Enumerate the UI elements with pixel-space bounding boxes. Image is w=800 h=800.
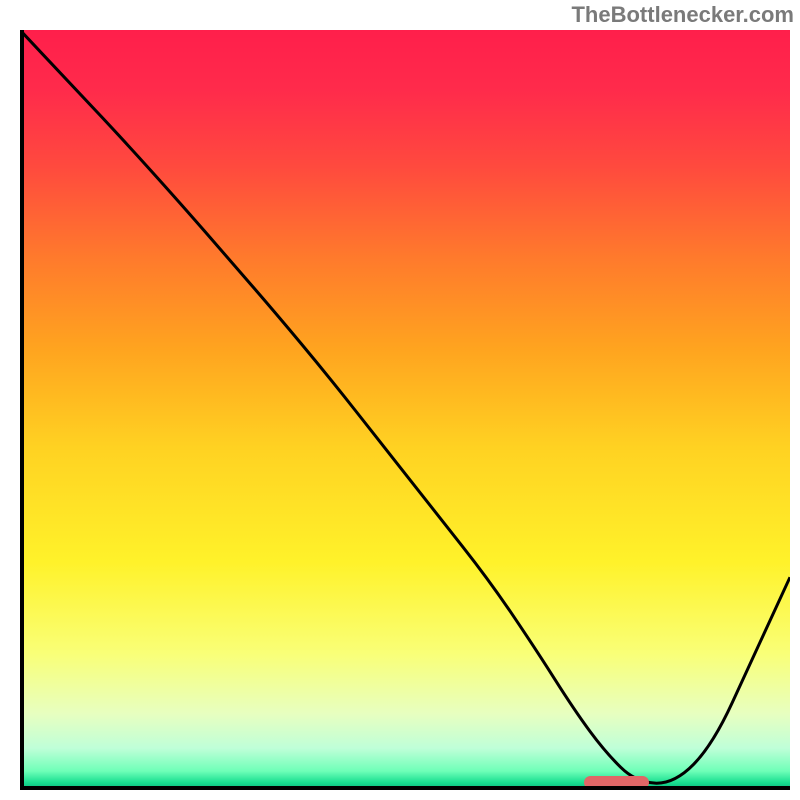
gradient-background <box>20 30 790 790</box>
plot-svg <box>20 30 790 790</box>
x-axis-line <box>20 786 790 790</box>
attribution-text: TheBottlenecker.com <box>571 2 794 28</box>
figure-root: TheBottlenecker.com <box>0 0 800 800</box>
y-axis-line <box>20 30 24 790</box>
plot-area <box>20 30 790 790</box>
